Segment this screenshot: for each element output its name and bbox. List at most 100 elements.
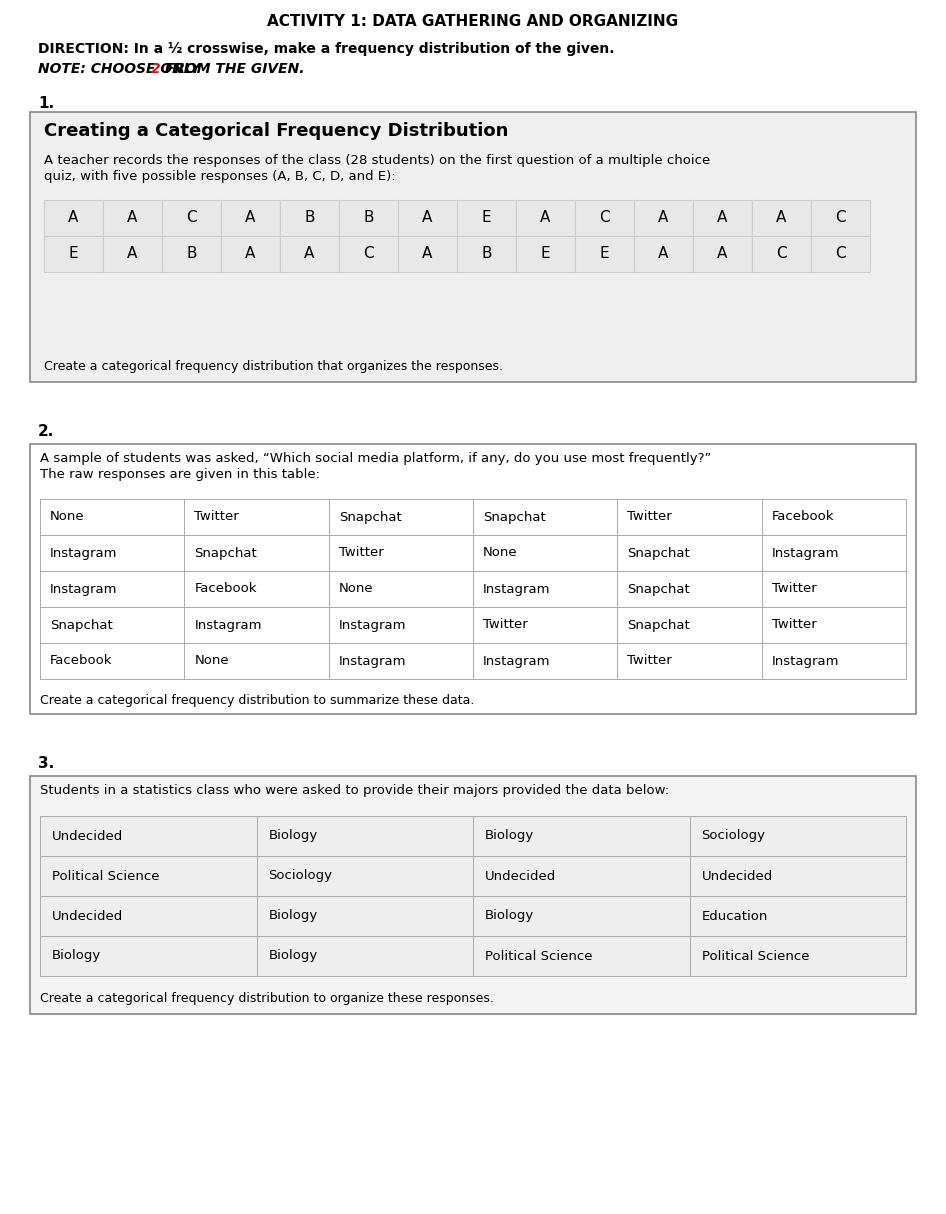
Text: Biology: Biology bbox=[485, 909, 534, 923]
Bar bbox=[184, 607, 328, 643]
Bar bbox=[30, 444, 916, 714]
Text: B: B bbox=[305, 210, 315, 226]
Bar bbox=[618, 607, 762, 643]
Text: Twitter: Twitter bbox=[194, 511, 239, 523]
Text: FROM THE GIVEN.: FROM THE GIVEN. bbox=[160, 62, 305, 76]
Bar bbox=[221, 236, 280, 272]
Text: None: None bbox=[483, 546, 517, 560]
Bar bbox=[473, 607, 618, 643]
Text: Biology: Biology bbox=[269, 949, 318, 963]
Text: A teacher records the responses of the class (28 students) on the first question: A teacher records the responses of the c… bbox=[44, 154, 710, 168]
Bar bbox=[618, 571, 762, 607]
Text: quiz, with five possible responses (A, B, C, D, and E):: quiz, with five possible responses (A, B… bbox=[44, 170, 395, 183]
Text: C: C bbox=[835, 246, 846, 261]
Text: Snapchat: Snapchat bbox=[627, 583, 690, 596]
Text: A: A bbox=[128, 246, 138, 261]
Bar bbox=[473, 896, 690, 936]
Text: DIRECTION: In a ½ crosswise, make a frequency distribution of the given.: DIRECTION: In a ½ crosswise, make a freq… bbox=[38, 42, 615, 56]
Bar bbox=[339, 236, 398, 272]
Bar bbox=[618, 643, 762, 679]
Text: A: A bbox=[540, 210, 551, 226]
Bar bbox=[103, 200, 162, 236]
Text: A sample of students was asked, “Which social media platform, if any, do you use: A sample of students was asked, “Which s… bbox=[40, 452, 711, 465]
Bar bbox=[693, 236, 752, 272]
Bar bbox=[473, 816, 690, 856]
Bar bbox=[575, 236, 634, 272]
Text: NOTE: CHOOSE ONLY: NOTE: CHOOSE ONLY bbox=[38, 62, 205, 76]
Bar bbox=[398, 200, 457, 236]
Text: E: E bbox=[541, 246, 551, 261]
Bar bbox=[811, 236, 870, 272]
Bar bbox=[256, 936, 473, 976]
Text: Political Science: Political Science bbox=[485, 949, 592, 963]
Text: Instagram: Instagram bbox=[339, 618, 406, 631]
Text: C: C bbox=[776, 246, 787, 261]
Text: C: C bbox=[835, 210, 846, 226]
Text: B: B bbox=[482, 246, 492, 261]
Text: None: None bbox=[339, 583, 374, 596]
Text: Twitter: Twitter bbox=[772, 583, 816, 596]
Text: Biology: Biology bbox=[269, 829, 318, 843]
Text: 3.: 3. bbox=[38, 756, 54, 771]
Text: Instagram: Instagram bbox=[50, 583, 117, 596]
Bar bbox=[690, 936, 906, 976]
Text: A: A bbox=[245, 246, 255, 261]
Bar bbox=[184, 499, 328, 535]
Bar bbox=[30, 776, 916, 1014]
Text: The raw responses are given in this table:: The raw responses are given in this tabl… bbox=[40, 469, 320, 481]
Bar bbox=[30, 112, 916, 382]
Bar bbox=[398, 236, 457, 272]
Text: A: A bbox=[717, 246, 727, 261]
Bar bbox=[40, 535, 184, 571]
Text: Twitter: Twitter bbox=[772, 618, 816, 631]
Bar bbox=[162, 236, 221, 272]
Bar bbox=[184, 643, 328, 679]
Text: A: A bbox=[128, 210, 138, 226]
Text: Twitter: Twitter bbox=[627, 511, 672, 523]
Text: Create a categorical frequency distribution that organizes the responses.: Create a categorical frequency distribut… bbox=[44, 361, 503, 373]
Text: Instagram: Instagram bbox=[194, 618, 262, 631]
Text: A: A bbox=[422, 246, 432, 261]
Text: A: A bbox=[245, 210, 255, 226]
Text: A: A bbox=[305, 246, 315, 261]
Text: Creating a Categorical Frequency Distribution: Creating a Categorical Frequency Distrib… bbox=[44, 121, 508, 140]
Bar bbox=[184, 535, 328, 571]
Bar bbox=[693, 200, 752, 236]
Text: Biology: Biology bbox=[269, 909, 318, 923]
Text: A: A bbox=[658, 210, 669, 226]
Bar bbox=[762, 499, 906, 535]
Text: Undecided: Undecided bbox=[485, 869, 556, 883]
Bar bbox=[473, 535, 618, 571]
Bar bbox=[40, 499, 184, 535]
Text: A: A bbox=[777, 210, 787, 226]
Text: Undecided: Undecided bbox=[52, 829, 123, 843]
Text: Snapchat: Snapchat bbox=[194, 546, 257, 560]
Text: Instagram: Instagram bbox=[339, 654, 406, 668]
Bar bbox=[752, 236, 811, 272]
Bar bbox=[457, 200, 516, 236]
Bar bbox=[44, 236, 103, 272]
Bar bbox=[103, 236, 162, 272]
Bar bbox=[256, 896, 473, 936]
Bar bbox=[762, 643, 906, 679]
Text: Instagram: Instagram bbox=[772, 654, 839, 668]
Text: Snapchat: Snapchat bbox=[627, 618, 690, 631]
Text: Twitter: Twitter bbox=[339, 546, 383, 560]
Text: Create a categorical frequency distribution to organize these responses.: Create a categorical frequency distribut… bbox=[40, 992, 494, 1005]
Bar bbox=[44, 200, 103, 236]
Bar bbox=[690, 896, 906, 936]
Text: Facebook: Facebook bbox=[50, 654, 113, 668]
Text: A: A bbox=[68, 210, 79, 226]
Bar bbox=[575, 200, 634, 236]
Bar bbox=[473, 571, 618, 607]
Bar bbox=[690, 856, 906, 896]
Bar bbox=[618, 535, 762, 571]
Text: A: A bbox=[658, 246, 669, 261]
Text: Twitter: Twitter bbox=[483, 618, 528, 631]
Bar bbox=[762, 571, 906, 607]
Bar bbox=[328, 643, 473, 679]
Text: E: E bbox=[600, 246, 609, 261]
Bar bbox=[762, 607, 906, 643]
Text: Facebook: Facebook bbox=[772, 511, 834, 523]
Text: Snapchat: Snapchat bbox=[50, 618, 113, 631]
